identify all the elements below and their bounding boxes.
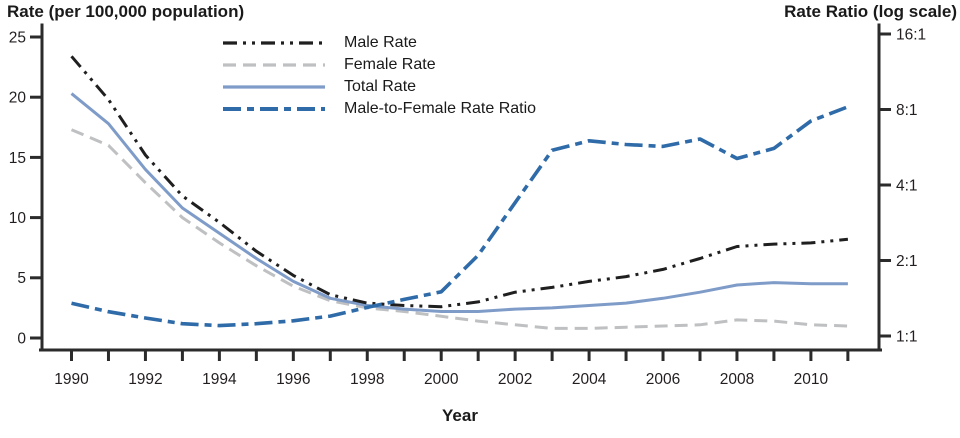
- right-axis-title: Rate Ratio (log scale): [784, 2, 957, 21]
- x-tick-label: 1998: [350, 371, 384, 388]
- x-axis-ticks: 1990 1992 1994 1996 1998 2000 2002 2004 2006 2008…: [54, 350, 850, 388]
- x-tick-label: 2000: [424, 371, 459, 388]
- x-tick-label: 2002: [498, 371, 532, 388]
- legend-item-male-rate: Male Rate: [222, 32, 536, 54]
- left-tick-label: 20: [9, 90, 27, 107]
- right-tick-label: 2:1: [896, 253, 918, 270]
- total-rate-line-sample: [223, 85, 325, 89]
- legend-label-rate-ratio: Male-to-Female Rate Ratio: [344, 100, 537, 117]
- legend-label-total-rate: Total Rate: [344, 78, 417, 95]
- left-tick-label: 15: [9, 150, 26, 167]
- left-tick-label: 5: [17, 270, 26, 287]
- left-tick-label: 25: [9, 29, 26, 46]
- chart-legend: Male Rate Female Rate Total Rate Male-to…: [222, 32, 536, 120]
- legend-item-female-rate: Female Rate: [222, 54, 536, 76]
- x-tick-label: 2004: [572, 371, 607, 388]
- right-tick-label: 16:1: [896, 26, 926, 43]
- right-tick-label: 4:1: [896, 177, 918, 194]
- legend-item-rate-ratio: Male-to-Female Rate Ratio: [222, 98, 536, 120]
- legend-label-female-rate: Female Rate: [344, 56, 436, 73]
- x-tick-label: 2008: [720, 371, 754, 388]
- x-axis-title: Year: [442, 406, 478, 425]
- x-tick-label: 1992: [128, 371, 162, 388]
- right-tick-label: 8:1: [896, 102, 918, 119]
- right-tick-label: 1:1: [896, 328, 918, 345]
- series-line-male-rate: [70, 55, 849, 309]
- left-tick-label: 0: [17, 330, 26, 347]
- x-tick-label: 1990: [54, 371, 89, 388]
- axes: [39, 23, 882, 352]
- x-tick-label: 2006: [646, 371, 680, 388]
- x-tick-label: 2010: [794, 371, 829, 388]
- right-axis-ticks: 1:1 2:1 4:1 8:1 16:1: [879, 26, 926, 345]
- series-line-total-rate: [70, 92, 848, 313]
- left-axis-ticks: 0 5 10 15 20 25: [9, 29, 42, 347]
- left-tick-label: 10: [9, 210, 27, 227]
- series-line-female-rate: [70, 128, 848, 330]
- legend-item-total-rate: Total Rate: [222, 76, 536, 98]
- x-tick-label: 1996: [276, 371, 310, 388]
- female-rate-line-sample: [223, 63, 325, 67]
- series-line-male-to-female-rate-ratio: [71, 105, 849, 328]
- legend-label-male-rate: Male Rate: [344, 34, 417, 51]
- left-axis-title: Rate (per 100,000 population): [7, 2, 245, 21]
- male-rate-line-sample: [223, 41, 325, 45]
- x-tick-label: 1994: [202, 371, 237, 388]
- rate-ratio-line-sample: [223, 107, 325, 111]
